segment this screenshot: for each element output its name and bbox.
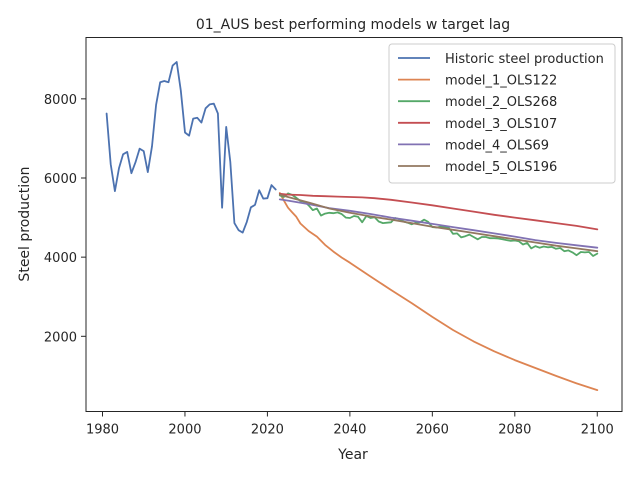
legend-label: model_3_OLS107: [445, 117, 557, 132]
legend-label: model_4_OLS69: [445, 138, 549, 153]
x-axis-label: Year: [337, 447, 368, 463]
series-layer: [105, 61, 599, 391]
y-axis: 2000 4000 6000 8000: [44, 93, 86, 345]
x-axis: 1980 2000 2020 2040 2060 2080 2100: [86, 411, 614, 438]
y-tick-label: 4000: [44, 251, 77, 266]
x-tick-label: 2080: [498, 423, 531, 438]
series-line-1: [105, 61, 277, 234]
legend-label: model_1_OLS122: [445, 74, 557, 89]
x-tick-label: 2020: [251, 423, 284, 438]
y-axis-label: Steel production: [17, 166, 33, 281]
x-tick-label: 2060: [416, 423, 449, 438]
x-tick-label: 1980: [86, 423, 119, 438]
x-tick-label: 2040: [333, 423, 366, 438]
legend-label: model_5_OLS196: [445, 160, 557, 175]
legend-label: model_2_OLS268: [445, 95, 557, 110]
x-tick-label: 2000: [168, 423, 201, 438]
y-tick-label: 8000: [44, 93, 77, 108]
y-tick-label: 6000: [44, 172, 77, 187]
x-tick-label: 2100: [581, 423, 614, 438]
y-tick-label: 2000: [44, 330, 77, 345]
plot-frame: [85, 37, 623, 412]
legend-label: Historic steel production: [445, 52, 604, 67]
chart-title: 01_AUS best performing models w target l…: [196, 17, 510, 33]
series-line-6: [278, 193, 599, 253]
legend-box: [388, 43, 616, 184]
series-line-4: [278, 192, 599, 231]
series-line-2: [278, 192, 599, 391]
legend: Historic steel production model_1_OLS122m…: [388, 43, 616, 184]
